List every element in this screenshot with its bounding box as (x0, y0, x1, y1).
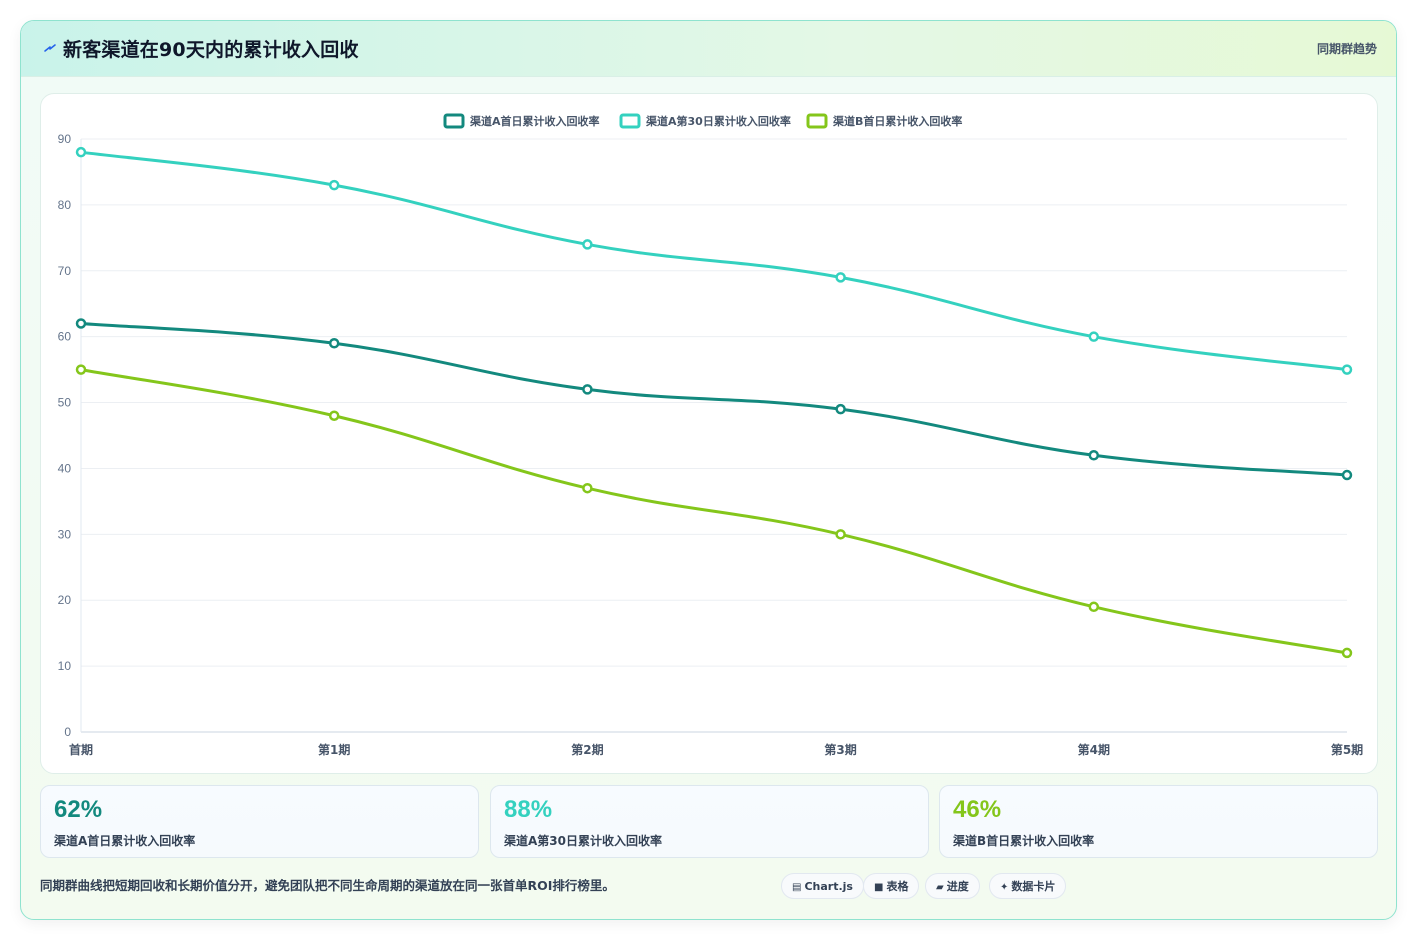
lightning-icon (44, 44, 56, 52)
stat-label: 渠道B首日累计收入回收率 (953, 834, 1095, 848)
chip-chartjs[interactable]: ▤ Chart.js (781, 873, 864, 899)
y-tick-label: 40 (58, 461, 72, 475)
x-tick-label: 第4期 (1078, 742, 1110, 757)
legend-label: 渠道B首日累计收入回收率 (833, 114, 962, 128)
data-point (1088, 331, 1100, 342)
data-point (582, 384, 593, 395)
legend-swatch (619, 113, 641, 129)
progress-icon: ▰ (936, 882, 944, 893)
data-point (582, 482, 593, 494)
chart-card: 新客渠道在90天内的累计收入回收 同期群趋势 0 10 20 30 40 50 60 70 80… (20, 20, 1397, 920)
y-tick-label: 30 (58, 527, 72, 541)
chip-label: 数据卡片 (1011, 880, 1056, 893)
stat-card: 88% 渠道A第30日累计收入回收率 (490, 785, 929, 858)
data-point (1088, 450, 1100, 461)
stat-cards: 62% 渠道A首日累计收入回收率 88% 渠道A第30日累计收入回收率 46% … (40, 785, 1378, 858)
x-tick-label: 第2期 (571, 742, 603, 757)
chip-table[interactable]: ■ 表格 (863, 873, 920, 899)
legend-swatch (443, 113, 465, 129)
header-tag: 同期群趋势 (1316, 42, 1377, 56)
series-line (80, 368, 1348, 655)
data-point (835, 272, 846, 283)
stat-value: 46% (953, 796, 1002, 823)
stat-value: 62% (54, 796, 103, 823)
data-point (75, 364, 87, 375)
series-line (80, 150, 1348, 372)
y-tick-label: 60 (58, 330, 72, 344)
data-point (1341, 647, 1353, 659)
data-point (328, 410, 340, 421)
y-tick-label: 0 (64, 725, 71, 739)
stat-value: 88% (504, 796, 553, 823)
sparkle-icon: ✦ (1000, 882, 1009, 893)
y-tick-label: 90 (58, 132, 72, 146)
line-chart: 0 10 20 30 40 50 60 70 80 90 首期 第1期 第2期 第3期 第4期 第5期 渠道A首… (58, 113, 1363, 757)
chip-label: 进度 (946, 880, 969, 893)
series-line (80, 321, 1348, 477)
chip-label: Chart.js (804, 880, 853, 893)
data-point (328, 338, 340, 349)
data-point (75, 146, 87, 158)
x-tick-label: 首期 (69, 742, 93, 757)
data-point (835, 403, 846, 415)
x-tick-label: 第1期 (318, 742, 350, 757)
data-point (328, 179, 340, 191)
y-tick-label: 70 (58, 264, 72, 278)
stat-label: 渠道A首日累计收入回收率 (54, 834, 196, 848)
x-tick-label: 第3期 (824, 742, 856, 757)
y-tick-label: 20 (58, 593, 72, 607)
stat-label: 渠道A第30日累计收入回收率 (504, 834, 662, 848)
data-point (582, 239, 593, 250)
data-point (75, 318, 87, 329)
footnote: 同期群曲线把短期回收和长期价值分开，避免团队把不同生命周期的渠道放在同一张首单R… (40, 878, 615, 893)
chart-icon: ▤ (792, 882, 802, 893)
data-point (1088, 601, 1100, 613)
chip-label: 表格 (886, 880, 909, 893)
y-tick-label: 10 (58, 659, 72, 673)
card-header: 新客渠道在90天内的累计收入回收 同期群趋势 (21, 21, 1396, 77)
page-title: 新客渠道在90天内的累计收入回收 (63, 39, 359, 61)
legend-label: 渠道A首日累计收入回收率 (470, 114, 600, 128)
data-point (1341, 469, 1353, 481)
table-icon: ■ (874, 882, 884, 893)
chart-panel: 0 10 20 30 40 50 60 70 80 90 首期 第1期 第2期 第3期 第4期 第5期 渠道A首… (40, 93, 1378, 774)
chip-progress[interactable]: ▰ 进度 (925, 873, 980, 899)
x-tick-label: 第5期 (1331, 742, 1363, 757)
y-tick-label: 80 (58, 198, 72, 212)
chip-data-card[interactable]: ✦ 数据卡片 (989, 873, 1067, 899)
data-point (835, 529, 846, 540)
legend-label: 渠道A第30日累计收入回收率 (646, 114, 791, 128)
stat-card: 46% 渠道B首日累计收入回收率 (939, 785, 1378, 858)
legend-swatch (806, 113, 828, 129)
stat-card: 62% 渠道A首日累计收入回收率 (40, 785, 479, 858)
y-tick-label: 50 (58, 396, 72, 410)
data-point (1341, 364, 1353, 375)
